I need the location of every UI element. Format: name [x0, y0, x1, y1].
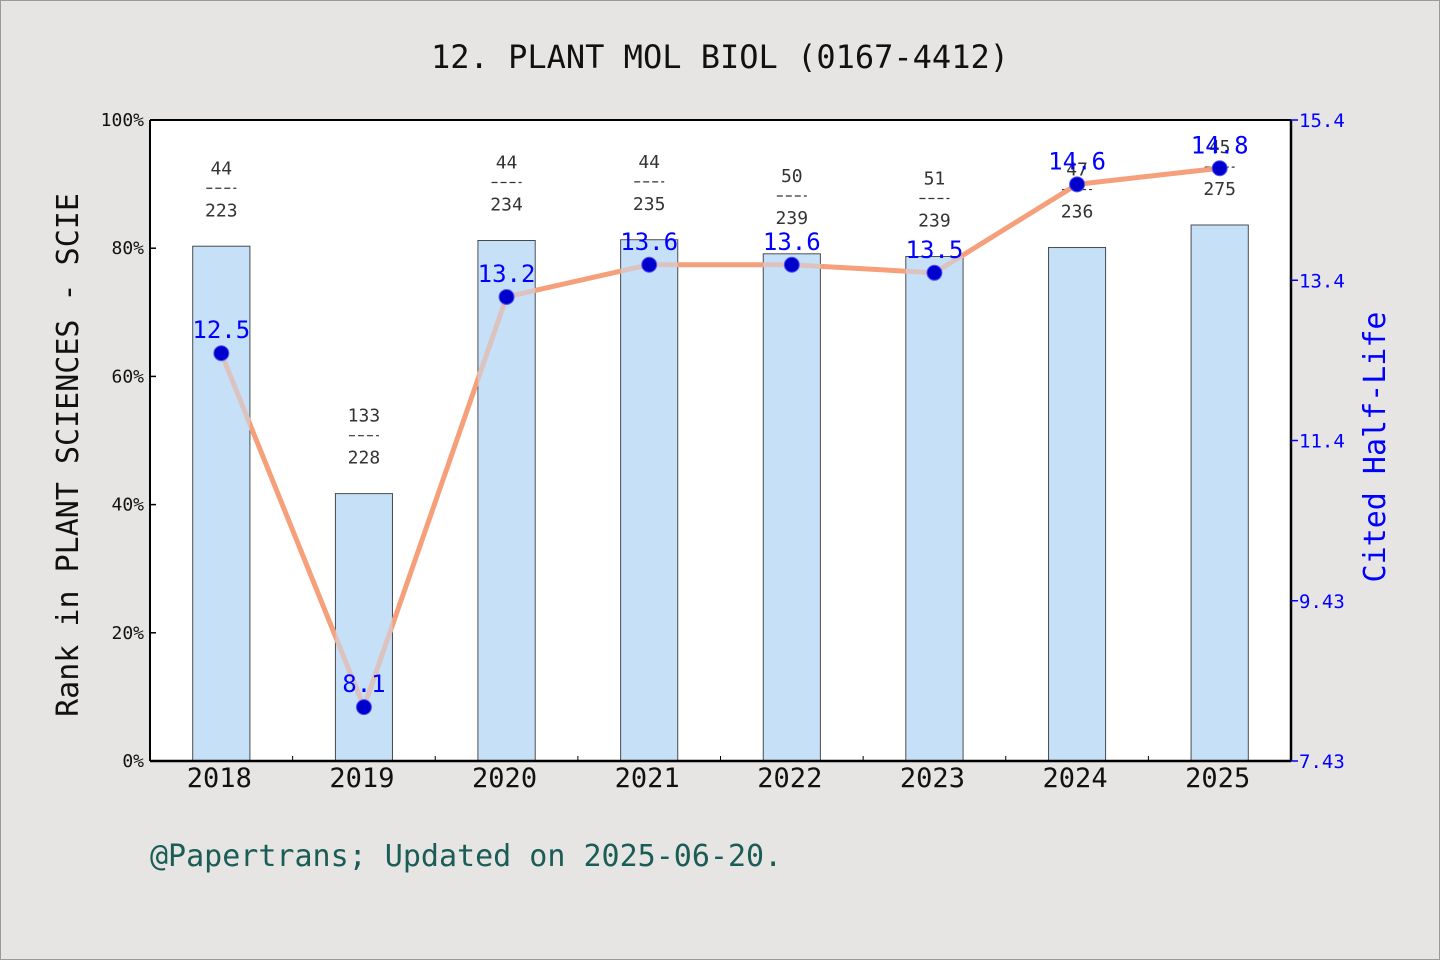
- line-value-label: 8.1: [342, 670, 385, 698]
- bar-total-label: 239: [776, 208, 809, 229]
- bar-overlay: [763, 253, 821, 761]
- bar-total-label: 275: [1203, 179, 1236, 200]
- bar-rank-label: 44: [210, 158, 232, 179]
- bar-total-label: 223: [205, 200, 238, 221]
- x-tick-label: 2020: [472, 763, 537, 794]
- bar-rank-label: 133: [348, 406, 381, 427]
- bar-rank-label: 44: [496, 153, 518, 174]
- y2-tick-label: 9.43: [1299, 591, 1345, 613]
- line-value-label: 13.6: [763, 228, 821, 256]
- line-point: [1069, 176, 1086, 193]
- bar-total-label: 234: [490, 195, 523, 216]
- bar-overlay: [192, 246, 250, 762]
- line-layer: 12.5 8.1 13.2 13.6 13.6 13.5 14.6 14.8: [192, 131, 1249, 762]
- line-value-label: 12.5: [192, 316, 250, 344]
- y-tick-label: 60%: [111, 366, 144, 387]
- line-point: [783, 256, 800, 273]
- line-point: [213, 345, 230, 362]
- line-value-label: 13.2: [478, 260, 536, 288]
- y-tick-label: 100%: [101, 110, 145, 131]
- bar-rank-label: 50: [781, 166, 803, 187]
- bar-rank-label: 47: [1066, 160, 1088, 181]
- bar-overlay: [478, 240, 536, 761]
- bar-overlay: [1048, 247, 1106, 761]
- bar-total-label: 235: [633, 194, 666, 215]
- x-tick-label: 2025: [1185, 763, 1250, 794]
- chart-title: 12. PLANT MOL BIOL (0167-4412): [431, 38, 1009, 76]
- y-tick-label: 0%: [122, 751, 144, 772]
- y2-axis-label: Cited Half-Life: [1358, 312, 1393, 583]
- line-point: [641, 256, 658, 273]
- line-value-label: 14.6: [1048, 147, 1106, 175]
- bar-rank-label: 51: [924, 169, 946, 190]
- bar-overlay: [1191, 225, 1249, 761]
- line-point: [1211, 160, 1228, 177]
- x-tick-label: 2023: [900, 763, 965, 794]
- bar-overlay: [335, 493, 393, 761]
- y2-tick-label: 11.4: [1299, 431, 1345, 453]
- bar-total-label: 228: [348, 448, 381, 469]
- y2-tick-label: 13.4: [1299, 270, 1345, 292]
- line-point: [355, 699, 372, 716]
- plot-area: [150, 120, 1291, 761]
- x-tick-label: 2022: [757, 763, 822, 794]
- line-point: [498, 288, 515, 305]
- bar-total-label: 236: [1061, 202, 1094, 223]
- line-value-label: 14.8: [1191, 131, 1249, 159]
- bar-rank-label: 45: [1209, 137, 1231, 158]
- x-tick-label: 2018: [187, 763, 252, 794]
- x-tick-label: 2024: [1043, 763, 1108, 794]
- line-value-label: 13.6: [620, 228, 678, 256]
- y2-tick-label: 15.4: [1299, 110, 1345, 132]
- bar-overlay: [905, 256, 963, 761]
- line-point: [926, 264, 943, 281]
- y-tick-label: 40%: [111, 495, 144, 516]
- x-tick-label: 2019: [329, 763, 394, 794]
- axes-layer: 0% 20% 40% 60% 80% 100% 7.43 9.43 11.4 13.4 15.4 20…: [101, 110, 1345, 794]
- y-tick-label: 80%: [111, 238, 144, 259]
- bar-overlay: [620, 239, 678, 761]
- y-tick-label: 20%: [111, 623, 144, 644]
- line-segment: [1074, 165, 1223, 187]
- line-value-label: 13.5: [906, 236, 964, 264]
- bar-rank-label: 44: [638, 152, 660, 173]
- y-axis-label: Rank in PLANT SCIENCES - SCIE: [51, 193, 86, 717]
- x-tick-label: 2021: [615, 763, 680, 794]
- y2-tick-label: 7.43: [1299, 751, 1345, 773]
- bar-total-label: 239: [918, 211, 951, 232]
- footer-note: @Papertrans; Updated on 2025-06-20.: [150, 839, 782, 874]
